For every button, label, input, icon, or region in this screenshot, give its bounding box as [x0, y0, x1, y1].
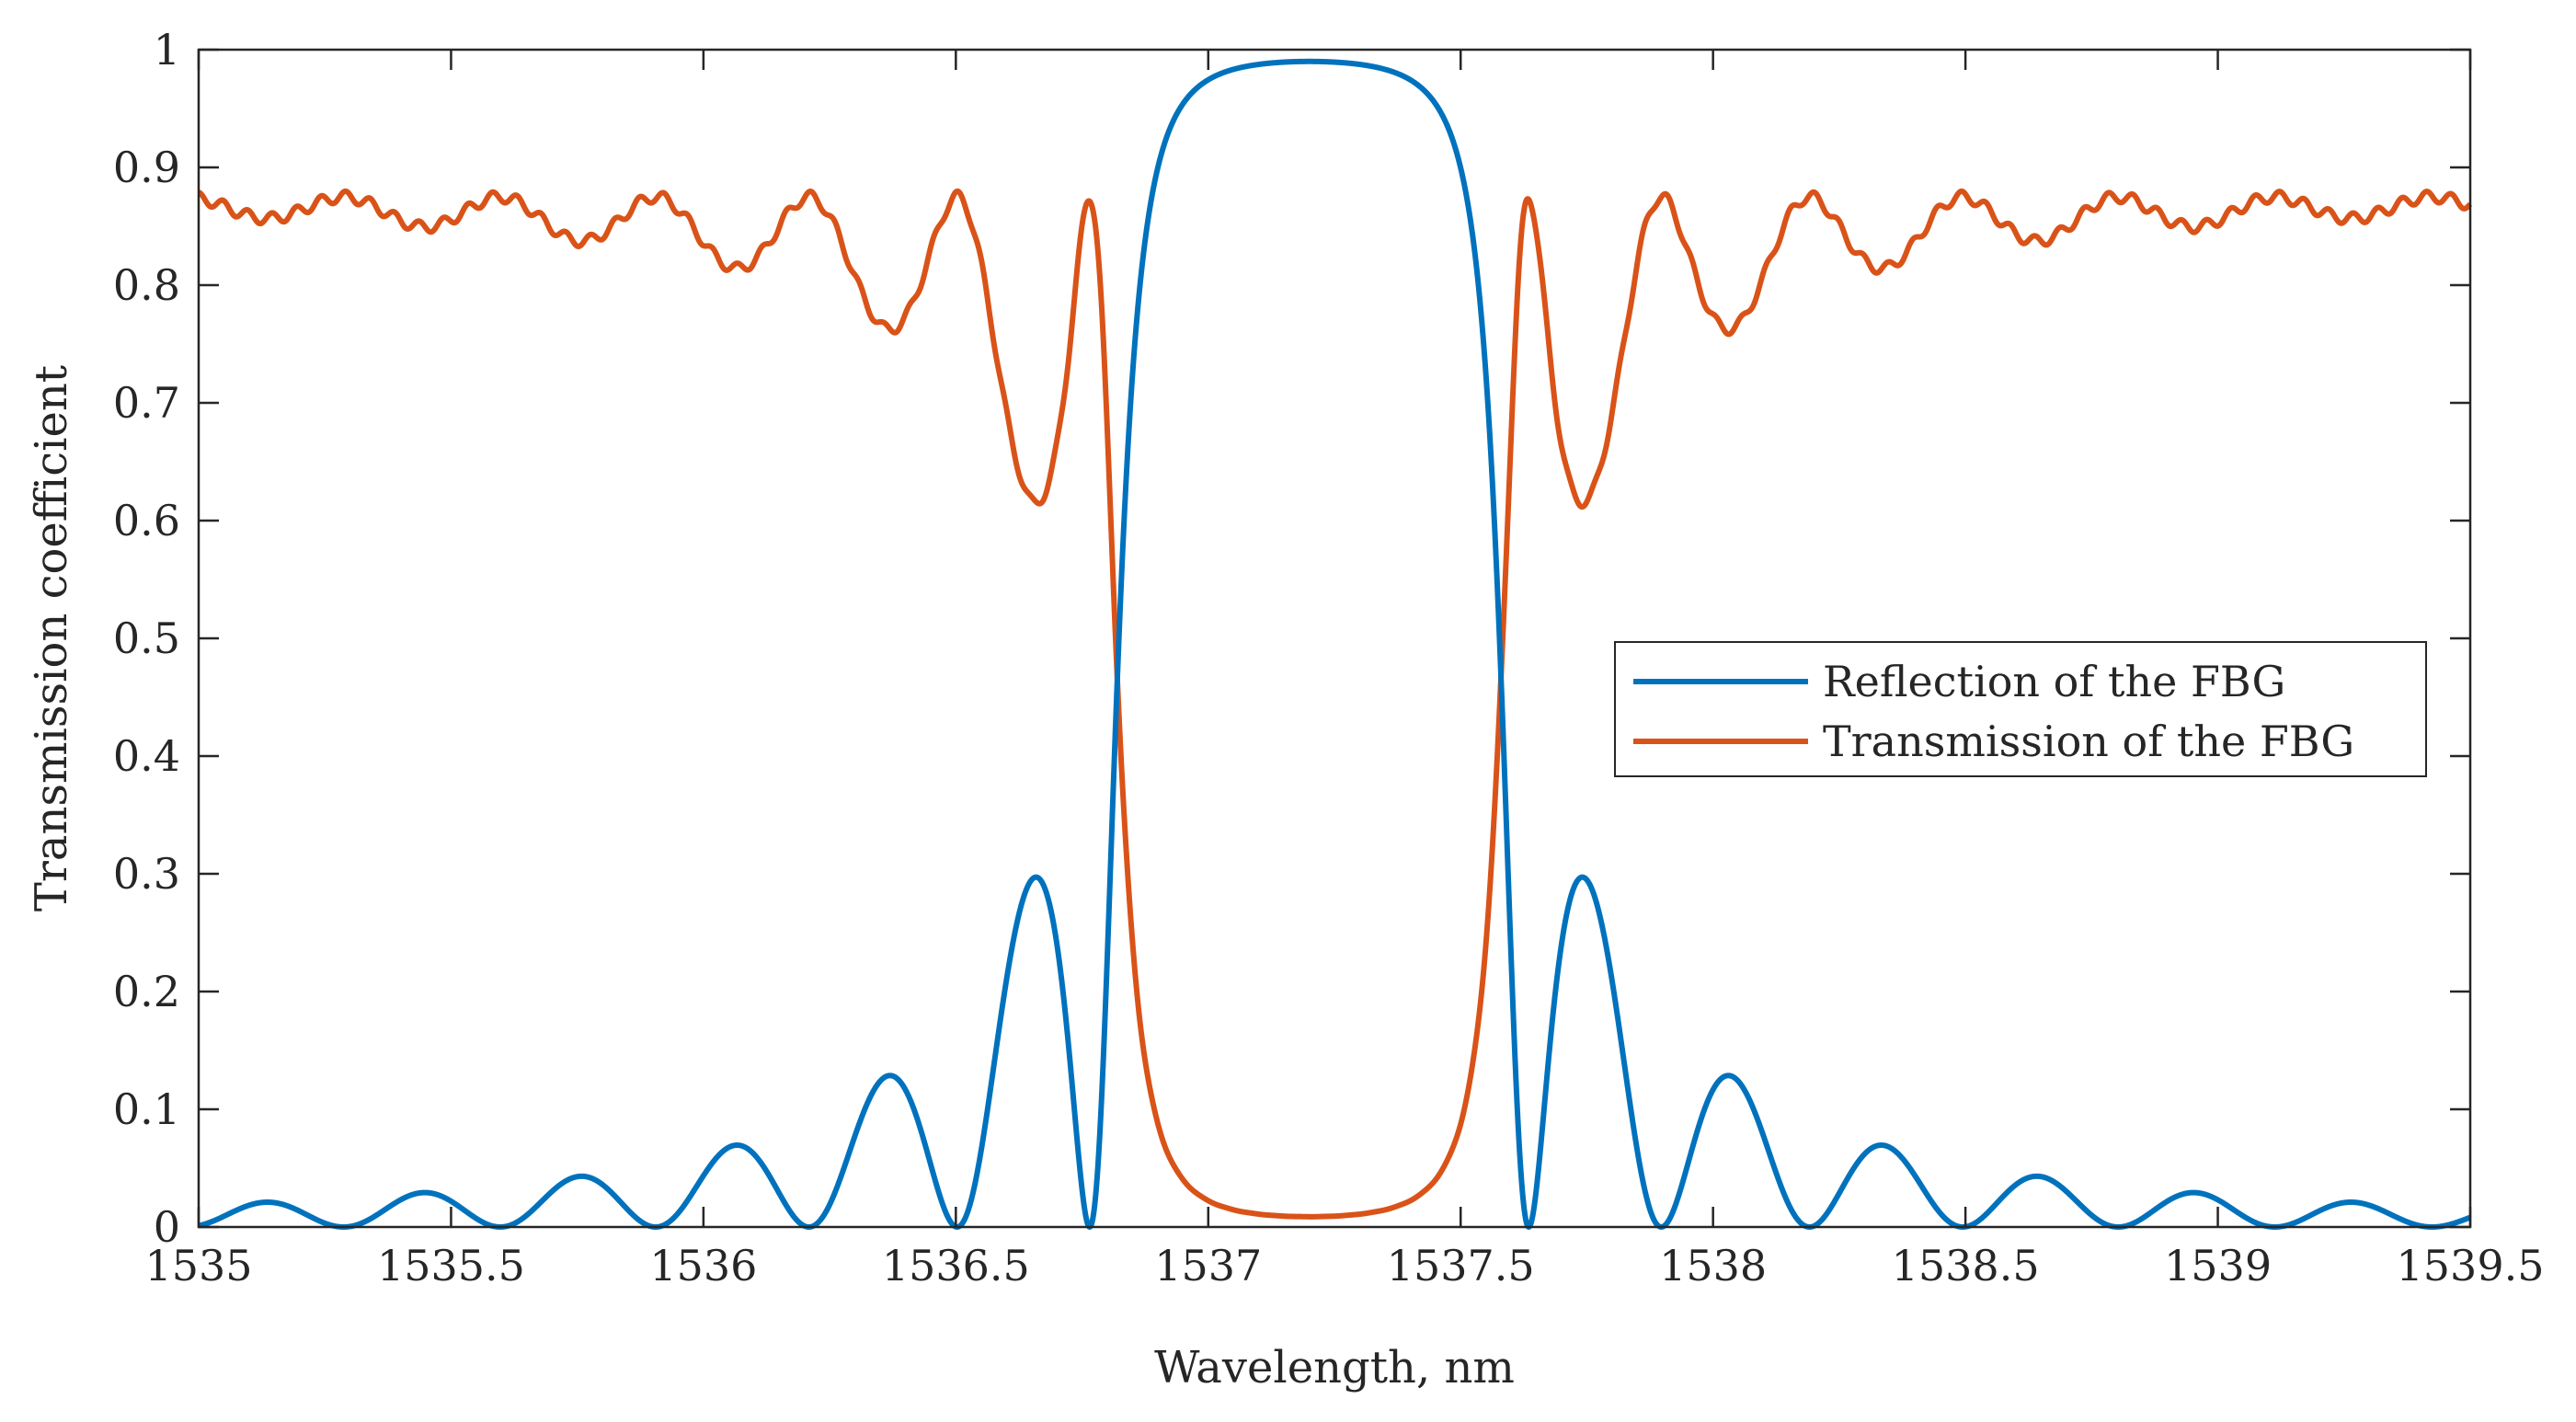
series-layer	[196, 58, 2473, 1230]
x-tick-label-1538.5: 1538.5	[1892, 1241, 2040, 1290]
x-tick-labels: 1535 1535.5 1536 1536.5 1537 1537.5 1538 1538.5…	[144, 1241, 2544, 1290]
y-tick-label-1: 1	[154, 25, 180, 75]
y-tick-label-0.2: 0.2	[113, 967, 180, 1016]
x-tick-label-1539.5: 1539.5	[2397, 1241, 2545, 1290]
x-tick-marks	[197, 50, 2472, 1227]
x-tick-label-1538: 1538	[1659, 1241, 1767, 1290]
y-tick-label-0.4: 0.4	[113, 731, 180, 781]
x-tick-label-1539: 1539	[2164, 1241, 2272, 1290]
y-axis-label: Transmission coefficient	[26, 365, 77, 912]
x-tick-label-1537: 1537	[1154, 1241, 1262, 1290]
y-tick-label-0.3: 0.3	[113, 849, 180, 899]
y-tick-labels: 0 0.1 0.2 0.3 0.4 0.5 0.6 0.7 0.8 0.9 1	[113, 25, 180, 1252]
x-tick-label-1536: 1536	[649, 1241, 757, 1290]
y-tick-label-0: 0	[154, 1202, 180, 1252]
plot-area-background	[199, 50, 2470, 1227]
x-tick-label-1535: 1535	[144, 1241, 252, 1290]
x-tick-label-1535.5: 1535.5	[377, 1241, 525, 1290]
y-tick-label-0.6: 0.6	[113, 496, 180, 545]
legend-label-reflection: Reflection of the FBG	[1823, 657, 2285, 706]
x-tick-label-1536.5: 1536.5	[882, 1241, 1030, 1290]
series-reflection-line	[196, 58, 2473, 1230]
y-tick-label-0.9: 0.9	[113, 143, 180, 192]
y-tick-marks	[199, 48, 2470, 1229]
y-tick-label-0.1: 0.1	[113, 1084, 180, 1134]
y-tick-label-0.8: 0.8	[113, 260, 180, 310]
legend: Reflection of the FBG Transmission of th…	[1614, 641, 2427, 777]
y-tick-label-0.7: 0.7	[113, 378, 180, 428]
y-tick-label-0.5: 0.5	[113, 614, 180, 663]
series-transmission-line	[196, 188, 2473, 1220]
x-tick-label-1537.5: 1537.5	[1387, 1241, 1535, 1290]
legend-box	[1614, 641, 2427, 777]
x-axis-label: Wavelength, nm	[1154, 1342, 1515, 1393]
legend-label-transmission: Transmission of the FBG	[1823, 717, 2354, 766]
